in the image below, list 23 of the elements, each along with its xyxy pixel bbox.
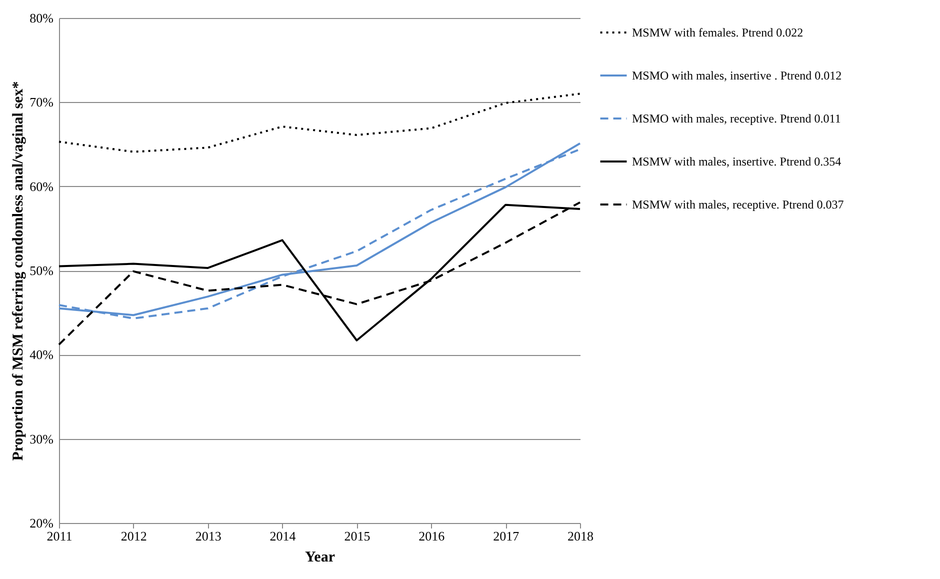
x-tick-label: 2016 — [418, 528, 446, 544]
x-tick-label: 2018 — [568, 528, 594, 544]
x-tick-label: 2011 — [46, 528, 72, 544]
x-axis-title: Year — [305, 550, 336, 566]
x-tick-label: 2014 — [270, 528, 296, 544]
x-tick-label: 2012 — [120, 528, 147, 544]
legend-label: MSMO with males, insertive . Ptrend 0.012 — [632, 68, 842, 82]
y-axis-title: Proportion of MSM referring condomless anal/vaginal sex* — [10, 81, 27, 461]
y-tick-label: 40% — [30, 347, 54, 362]
legend-label: MSMW with females. Ptrend 0.022 — [632, 26, 804, 40]
x-tick-label: 2013 — [195, 528, 222, 544]
y-tick-label: 50% — [30, 263, 54, 278]
y-tick-label: 20% — [30, 516, 54, 530]
y-tick-label: 70% — [30, 94, 54, 110]
x-tick-label: 2015 — [344, 528, 370, 544]
x-tick-label: 2017 — [493, 528, 520, 544]
y-tick-label: 60% — [30, 178, 54, 194]
line-series — [58, 92, 581, 153]
y-tick-label: 30% — [30, 431, 54, 446]
legend-label: MSMW with males, insertive. Ptrend 0.354 — [632, 154, 842, 168]
y-tick-label: 80% — [30, 10, 54, 26]
legend-label: MSMO with males, receptive. Ptrend 0.011 — [632, 112, 841, 126]
legend-label: MSMW with males, receptive. Ptrend 0.037 — [632, 198, 844, 212]
